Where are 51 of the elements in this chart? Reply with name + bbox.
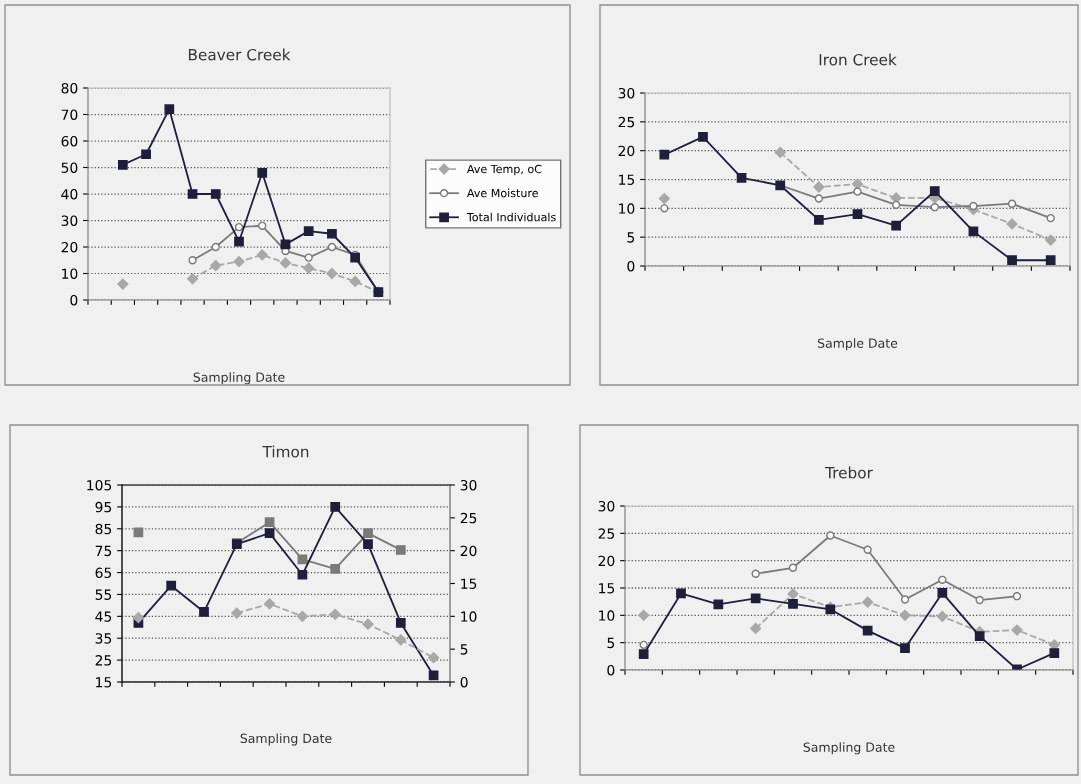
y2-tick-label: 30: [460, 479, 477, 491]
y-tick-label: 15: [619, 174, 635, 185]
y-tick-label: 5: [627, 232, 635, 243]
y-tick-label: 70: [61, 109, 78, 120]
y2-tick-label: 0: [460, 676, 468, 688]
y-tick-label: 60: [61, 135, 78, 147]
y-tick-label: 30: [598, 500, 615, 512]
legend-label: Total Individuals: [466, 212, 556, 222]
y-tick-label: 10: [599, 610, 615, 621]
y-tick-label: 55: [95, 589, 112, 600]
y-tick-label: 20: [618, 145, 635, 157]
legend-label: Ave Temp, oC: [466, 164, 542, 176]
y2-tick-label: 25: [460, 512, 477, 524]
y-tick-label: 25: [618, 116, 635, 128]
y-tick-label: 30: [61, 215, 78, 226]
y2-tick-label: 20: [460, 545, 477, 557]
y-tick-label: 25: [598, 528, 615, 539]
y2-tick-label: 15: [461, 578, 477, 589]
x-axis-title: Sample Date: [817, 338, 898, 351]
y-tick-label: 15: [96, 677, 112, 688]
y-tick-label: 40: [61, 188, 78, 200]
chart-title: Iron Creek: [819, 53, 897, 66]
y-tick-label: 35: [95, 633, 112, 644]
y-tick-label: 0: [607, 664, 615, 676]
x-axis-title: Sampling Date: [193, 372, 285, 385]
y2-tick-label: 5: [460, 644, 468, 655]
y-tick-label: 20: [598, 555, 615, 567]
y-tick-label: 50: [61, 162, 78, 173]
y-tick-label: 0: [627, 260, 635, 272]
y2-tick-label: 10: [461, 611, 477, 622]
y-tick-label: 95: [95, 501, 112, 513]
y-tick-label: 75: [95, 545, 112, 557]
chart-title: Trebor: [825, 466, 873, 479]
legend-label: Ave Moisture: [466, 188, 538, 198]
chart-title: Timon: [262, 445, 309, 458]
y-tick-label: 45: [95, 611, 112, 622]
y-tick-label: 105: [87, 479, 112, 491]
y-tick-label: 80: [61, 82, 78, 94]
y-tick-label: 85: [95, 523, 112, 535]
x-axis-title: Sampling Date: [240, 733, 332, 746]
chart-title: Beaver Creek: [188, 48, 291, 61]
y-tick-label: 65: [95, 567, 112, 579]
y-tick-label: 5: [607, 637, 615, 649]
x-axis-title: Sampling Date: [803, 742, 895, 755]
y-tick-label: 0: [70, 294, 78, 306]
y-tick-label: 15: [599, 583, 615, 594]
y-tick-label: 10: [62, 268, 78, 279]
y-tick-label: 30: [618, 87, 635, 99]
y-tick-label: 20: [61, 241, 78, 253]
y-tick-label: 10: [619, 203, 635, 214]
y-tick-label: 25: [95, 655, 112, 666]
